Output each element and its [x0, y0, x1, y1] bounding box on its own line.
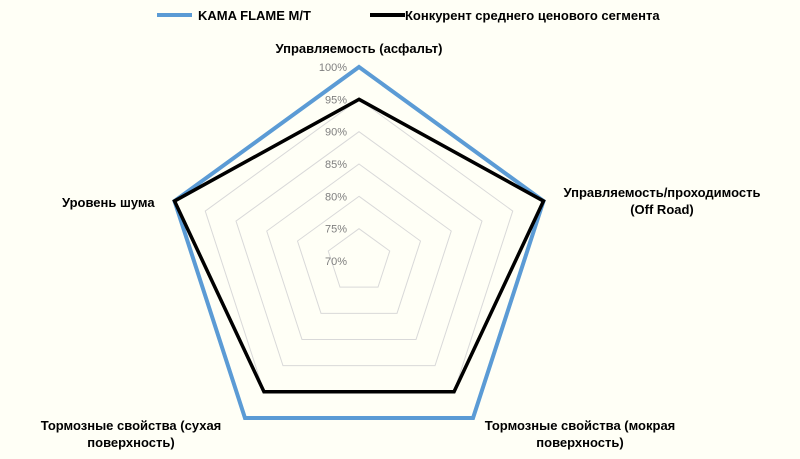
legend: KAMA FLAME M/T Конкурент среднего ценово…: [157, 8, 660, 23]
axis-label-1: Управляемость/проходимость (Off Road): [564, 185, 761, 217]
tick-label-4: 90%: [325, 127, 347, 139]
axis-labels: Управляемость (асфальт) Управляемость/про…: [41, 41, 761, 450]
series-line-1: [172, 97, 546, 394]
tick-label-5: 95%: [325, 94, 347, 106]
grid-ring-2: [296, 195, 422, 314]
grid-ring-1: [327, 228, 391, 288]
axis-label-4: Уровень шума: [62, 195, 155, 210]
series-line-0: [172, 64, 546, 420]
radial-ticks: 70% 75% 80% 85% 90% 95% 100%: [319, 62, 347, 268]
tick-label-3: 85%: [325, 159, 347, 171]
tick-label-2: 80%: [325, 191, 347, 203]
radar-series: [172, 64, 546, 420]
tick-label-0: 70%: [325, 256, 347, 268]
legend-label-competitor: Конкурент среднего ценового сегмента: [405, 8, 660, 23]
axis-label-2: Тормозные свойства (мокрая поверхность): [485, 418, 676, 450]
axis-label-0: Управляемость (асфальт): [276, 41, 443, 56]
grid-ring-4: [235, 131, 483, 367]
axis-label-3: Тормозные свойства (сухая поверхность): [41, 418, 222, 450]
tick-label-6: 100%: [319, 62, 347, 74]
grid-ring-3: [266, 163, 452, 340]
tick-label-1: 75%: [325, 224, 347, 236]
legend-label-kama: KAMA FLAME M/T: [198, 8, 311, 23]
